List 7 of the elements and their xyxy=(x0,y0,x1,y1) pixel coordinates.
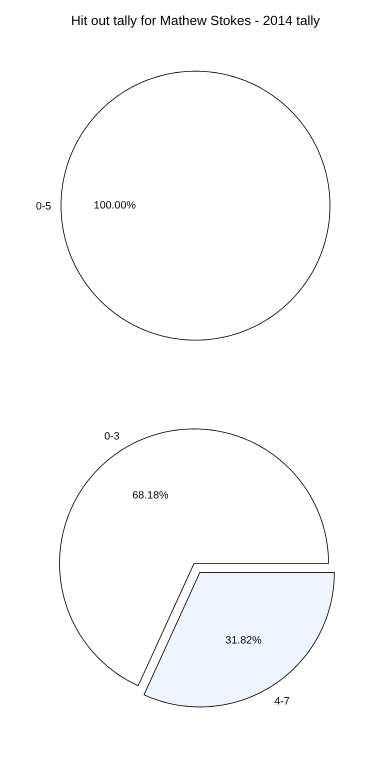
data-label: 68.18% xyxy=(132,490,170,502)
data-label: 31.82% xyxy=(225,634,262,646)
chart-title: Hit out tally for Mathew Stokes - 2014 tally xyxy=(71,13,320,28)
slice-label: 0-3 xyxy=(104,430,120,443)
data-label: 100.00% xyxy=(94,200,136,212)
slice-label: 4-7 xyxy=(274,695,290,708)
slice-label: 0-5 xyxy=(36,200,52,213)
